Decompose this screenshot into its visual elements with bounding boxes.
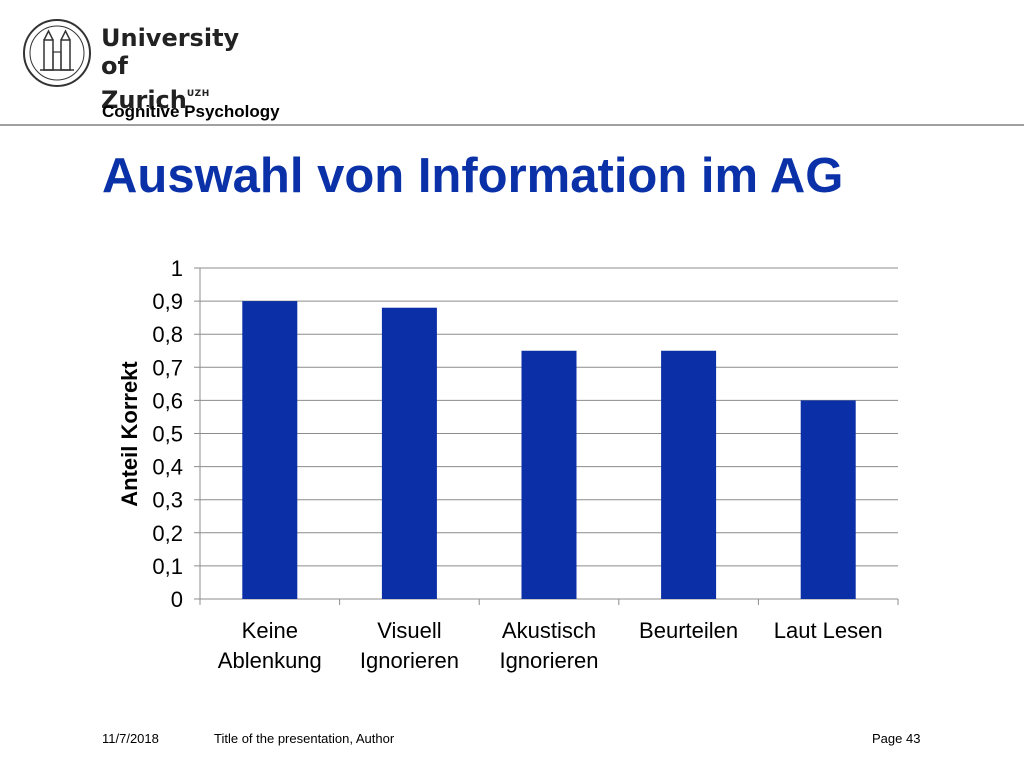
x-category-label: Visuell — [377, 618, 441, 643]
y-tick-label: 0,2 — [152, 521, 183, 546]
x-category-label: Laut Lesen — [774, 618, 883, 643]
y-tick-label: 0 — [171, 587, 183, 612]
department-label: Cognitive Psychology — [102, 102, 280, 121]
y-tick-label: 0,1 — [152, 554, 183, 579]
x-category-label: Keine — [242, 618, 298, 643]
bar-1 — [381, 307, 437, 599]
y-tick-label: 0,5 — [152, 422, 183, 447]
slide-title: Auswahl von Information im AG — [102, 149, 844, 203]
y-tick-label: 0,6 — [152, 388, 183, 413]
footer-title: Title of the presentation, Author — [214, 731, 395, 746]
y-tick-label: 1 — [171, 256, 183, 281]
wordmark-zurich: Zurich — [101, 86, 187, 114]
y-tick-label: 0,3 — [152, 488, 183, 513]
x-category-label: Ablenkung — [218, 648, 322, 673]
university-wordmark: University of ZurichUZH — [101, 24, 271, 114]
wordmark-line2: ZurichUZH — [101, 80, 271, 114]
wordmark-uzh: UZH — [186, 89, 210, 99]
bar-0 — [242, 301, 298, 599]
x-category-label: Ignorieren — [499, 648, 598, 673]
bar-2 — [521, 350, 577, 599]
wordmark-line1: University of — [101, 24, 240, 80]
x-category-label: Beurteilen — [639, 618, 738, 643]
y-tick-label: 0,9 — [152, 289, 183, 314]
x-category-label: Akustisch — [502, 618, 596, 643]
y-tick-label: 0,4 — [152, 455, 183, 480]
university-seal-logo — [23, 19, 91, 87]
header-divider — [0, 124, 1024, 126]
y-tick-label: 0,8 — [152, 322, 183, 347]
bar-4 — [800, 400, 856, 599]
footer-page-number: Page 43 — [872, 731, 921, 746]
x-category-label: Ignorieren — [360, 648, 459, 673]
y-tick-label: 0,7 — [152, 355, 183, 380]
footer-date: 11/7/2018 — [102, 731, 159, 746]
bar-3 — [661, 350, 717, 599]
y-axis-title: Anteil Korrekt — [117, 361, 142, 507]
